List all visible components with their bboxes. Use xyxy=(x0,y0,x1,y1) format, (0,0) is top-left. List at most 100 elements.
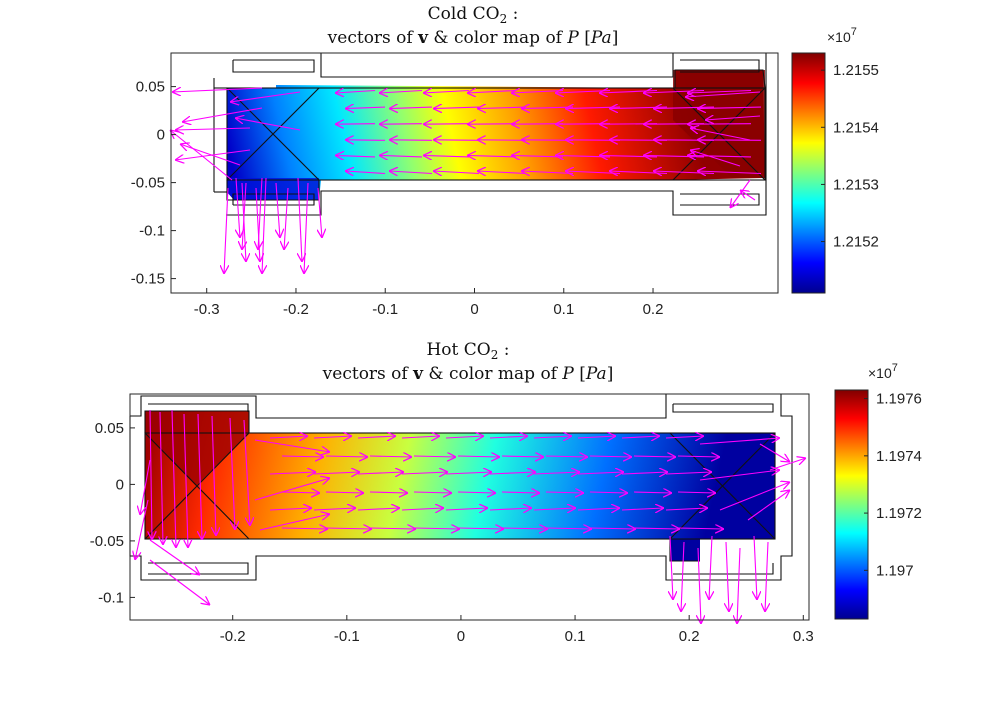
cold-colorbar-tick-label: 1.2154 xyxy=(833,119,879,136)
hot-velocity-arrow xyxy=(369,528,416,529)
hot-velocity-arrow xyxy=(709,535,712,600)
hot-velocity-arrow xyxy=(445,472,492,474)
cold-ytick-label: 0 xyxy=(157,127,165,144)
hot-axes-box xyxy=(129,393,810,621)
hot-velocity-arrow xyxy=(357,508,400,510)
hot-velocity-arrow xyxy=(401,472,448,474)
hot-colorbar-tick-label: 1.197 xyxy=(876,562,914,579)
hot-title-line2: vectors of v & color map of P [Pa] xyxy=(322,364,614,384)
hot-velocity-arrow xyxy=(677,456,720,457)
cold-velocity-arrow xyxy=(230,91,301,102)
hot-velocity-arrow xyxy=(369,456,412,457)
cold-velocity-arrow xyxy=(236,177,240,238)
hot-velocity-arrow xyxy=(699,470,780,481)
cold-velocity-arrow xyxy=(697,171,762,174)
hot-velocity-arrow xyxy=(198,413,202,540)
hot-velocity-arrow xyxy=(445,436,484,438)
cold-velocity-arrow xyxy=(521,107,574,109)
cold-colorbar: ×107 1.2155 1.2154 1.2153 1.2152 xyxy=(791,26,879,294)
cold-velocity-arrow xyxy=(705,116,761,120)
hot-velocity-arrow xyxy=(719,482,790,511)
hot-velocity-arrow xyxy=(589,528,636,529)
cold-velocity-arrow xyxy=(521,140,574,141)
hot-velocity-arrow xyxy=(160,411,163,545)
cold-co2-panel: Cold CO2 : vectors of v & color map of P… xyxy=(131,4,879,318)
cold-velocity-arrow xyxy=(690,150,741,167)
cold-xtick-label: -0.2 xyxy=(283,301,309,318)
hot-ytick-label: -0.1 xyxy=(98,589,124,606)
hot-title-line1: Hot CO2 : xyxy=(426,340,509,362)
cold-velocity-arrow xyxy=(697,107,762,109)
hot-velocity-arrow xyxy=(769,458,806,471)
hot-velocity-arrow xyxy=(677,528,724,529)
hot-velocity-arrow xyxy=(633,492,672,493)
hot-velocity-arrow xyxy=(457,492,496,493)
cold-velocity-arrow xyxy=(175,128,251,130)
hot-velocity-arrow xyxy=(254,478,330,501)
hot-velocity-arrow xyxy=(621,508,664,510)
hot-velocity-arrow xyxy=(545,528,592,529)
cold-velocity-arrow xyxy=(511,91,564,94)
hot-velocity-arrow xyxy=(357,436,396,438)
hot-velocity-arrow xyxy=(589,456,632,457)
hot-velocity-arrow xyxy=(589,492,628,493)
hot-velocity-arrow xyxy=(140,459,151,515)
hot-velocity-arrow xyxy=(313,436,352,438)
hot-velocity-arrow xyxy=(149,559,210,605)
hot-colorbar-tick-label: 1.1976 xyxy=(876,391,922,408)
hot-velocity-arrow xyxy=(489,472,536,474)
cold-velocity-arrow xyxy=(298,177,302,262)
hot-velocity-arrow xyxy=(269,436,308,438)
cold-velocity-arrow xyxy=(318,187,322,238)
hot-velocity-arrow xyxy=(184,413,188,548)
cold-velocity-arrow xyxy=(389,107,433,109)
cold-velocity-arrow xyxy=(224,187,228,274)
hot-y-axis: 0.05 0 -0.05 -0.1 xyxy=(90,420,135,606)
hot-xtick-label: 0 xyxy=(457,628,465,645)
cold-velocity-arrow xyxy=(335,91,376,94)
hot-velocity-arrow xyxy=(737,547,740,624)
hot-xtick-label: -0.1 xyxy=(334,628,360,645)
cold-velocity-arrow xyxy=(182,107,263,122)
cold-velocity-arrow xyxy=(697,140,762,141)
cold-velocity-arrow xyxy=(170,130,233,181)
hot-colorbar-tick-label: 1.1974 xyxy=(876,448,922,465)
hot-velocity-arrow xyxy=(457,528,504,529)
cold-title-line2: vectors of v & color map of P [Pa] xyxy=(327,28,619,48)
cold-velocity-arrow xyxy=(345,171,386,174)
cold-velocity-arrow xyxy=(467,155,517,157)
cold-velocity-arrow xyxy=(740,190,756,201)
hot-velocity-arrow xyxy=(313,472,360,474)
cold-colorbar-tick-label: 1.2155 xyxy=(833,62,879,79)
hot-velocity-arrow xyxy=(754,535,757,600)
cold-velocity-arrow xyxy=(433,171,480,174)
hot-velocity-arrow xyxy=(670,535,673,600)
hot-velocity-arrows xyxy=(135,409,806,624)
cold-velocity-arrow xyxy=(687,91,752,94)
hot-velocity-arrow xyxy=(212,415,216,536)
cold-x-axis: -0.3 -0.2 -0.1 0 0.1 0.2 xyxy=(194,288,663,318)
cold-ytick-label: 0.05 xyxy=(136,79,165,96)
hot-velocity-arrow xyxy=(149,539,200,575)
hot-velocity-arrow xyxy=(259,514,330,531)
cold-velocity-arrow xyxy=(235,118,301,131)
cold-colorbar-exponent: ×107 xyxy=(827,26,857,45)
hot-velocity-arrow xyxy=(681,541,684,612)
hot-velocity-arrow xyxy=(665,472,712,474)
hot-xtick-label: 0.2 xyxy=(679,628,700,645)
hot-colorbar-gradient xyxy=(834,389,869,620)
hot-velocity-arrow xyxy=(401,508,444,510)
hot-velocity-arrow xyxy=(545,456,588,457)
cold-velocity-arrow xyxy=(521,171,574,174)
cold-ytick-label: -0.15 xyxy=(131,271,165,288)
hot-velocity-arrow xyxy=(533,436,572,438)
hot-velocity-arrow xyxy=(172,409,176,548)
hot-colorbar-exponent: ×107 xyxy=(868,362,898,381)
cold-y-axis: 0.05 0 -0.05 -0.1 -0.15 xyxy=(131,79,176,288)
hot-velocity-arrow xyxy=(413,528,460,529)
hot-x-axis: -0.2 -0.1 0 0.1 0.2 0.3 xyxy=(220,615,814,645)
cold-colorbar-tick-label: 1.2153 xyxy=(833,176,879,193)
hot-velocity-arrow xyxy=(577,436,616,438)
cold-velocity-arrow xyxy=(423,91,470,94)
hot-xtick-label: -0.2 xyxy=(220,628,246,645)
